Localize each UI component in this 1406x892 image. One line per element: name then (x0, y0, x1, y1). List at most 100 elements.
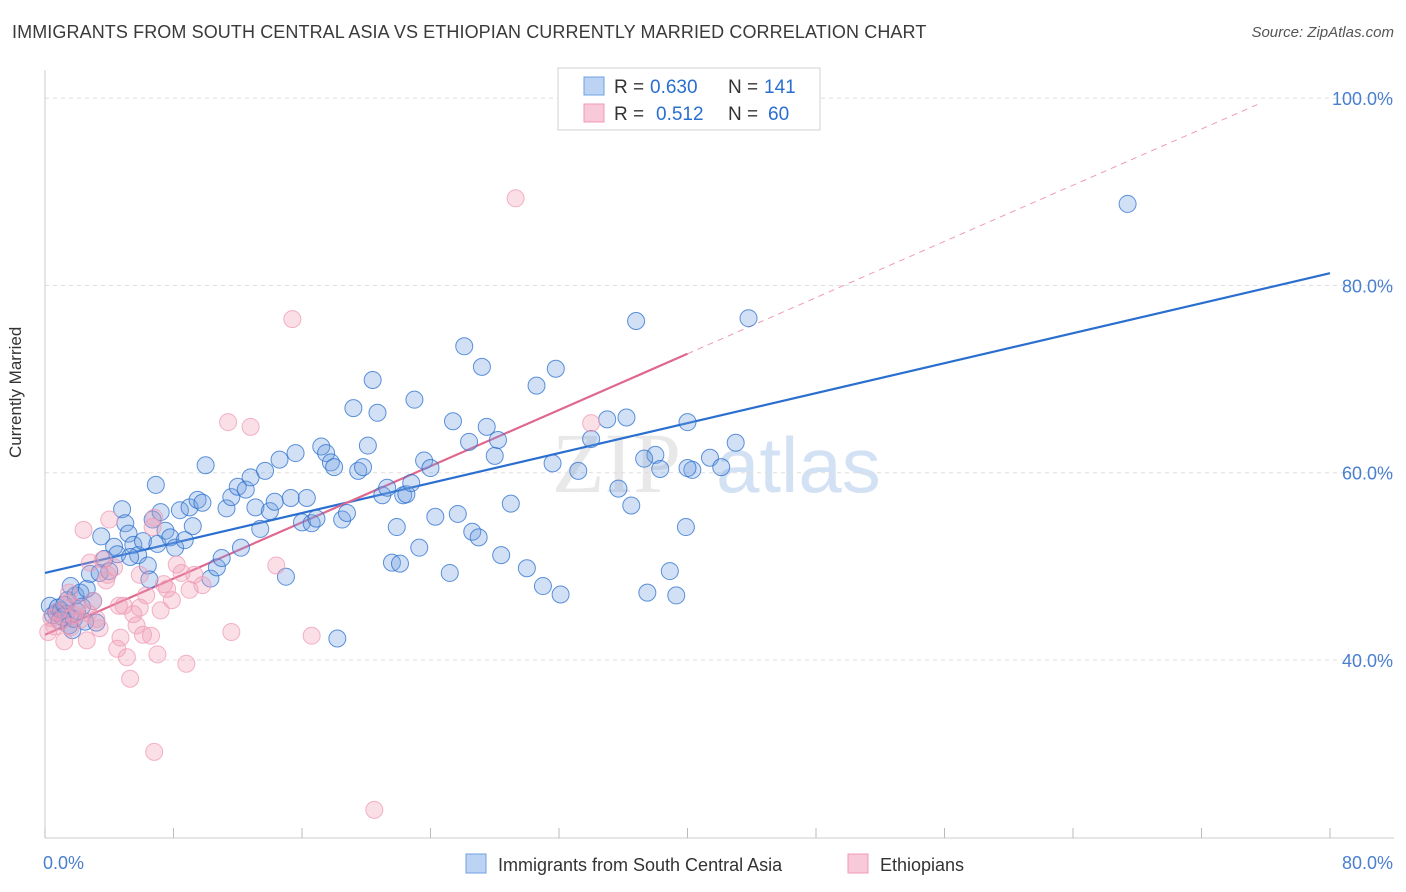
south-central-asia-point (358, 436, 377, 455)
south-central-asia-point (260, 502, 279, 521)
south-central-asia-point (421, 459, 440, 478)
south-central-asia-point (193, 493, 212, 512)
series-legend-blue-label: Immigrants from South Central Asia (498, 855, 783, 875)
y-tick-label: 40.0% (1342, 651, 1393, 671)
ethiopian-point (60, 583, 79, 602)
source-credit: Source: ZipAtlas.com (1251, 24, 1394, 41)
legend-pink-swatch (583, 103, 605, 123)
south-central-asia-point (426, 507, 445, 526)
legend-blue-swatch (583, 76, 605, 96)
ethiopian-point (90, 619, 109, 638)
ethiopian-point (98, 565, 117, 584)
series-legend-pink-label: Ethiopians (880, 855, 964, 875)
south-central-asia-point (368, 403, 387, 422)
south-central-asia-point (236, 480, 255, 499)
south-central-asia-point (440, 563, 459, 582)
ethiopian-point (167, 555, 186, 574)
ethiopian-point (100, 510, 119, 529)
legend-pink-r-label: R = (614, 104, 644, 125)
south-central-asia-point (638, 583, 657, 602)
south-central-asia-point (183, 517, 202, 536)
south-central-asia-point (1118, 194, 1137, 213)
south-central-asia-point (646, 445, 665, 464)
chart-title: IMMIGRANTS FROM SOUTH CENTRAL ASIA VS ET… (12, 22, 927, 42)
south-central-asia-point (212, 548, 231, 567)
south-central-asia-point (627, 312, 646, 331)
south-central-asia-point (119, 524, 138, 543)
south-central-asia-point (712, 458, 731, 477)
south-central-asia-point (485, 446, 504, 465)
x-tick-label: 0.0% (43, 853, 84, 873)
legend-blue-r-value: 0.630 (650, 77, 698, 98)
x-tick-label: 80.0% (1342, 853, 1393, 873)
ethiopian-point (117, 648, 136, 667)
south-central-asia-point (543, 454, 562, 473)
ethiopian-point (582, 414, 601, 433)
ethiopian-point (158, 579, 177, 598)
south-central-asia-point (307, 509, 326, 528)
south-central-asia-point (256, 461, 275, 480)
ethiopian-point (77, 631, 96, 650)
tick-labels: 40.0% 60.0% 80.0% 100.0% 0.0% 80.0% (43, 89, 1393, 873)
south-central-asia-point (582, 430, 601, 449)
south-central-asia-point (402, 474, 421, 493)
watermark-atlas: atlas (716, 421, 881, 509)
ethiopian-point (68, 598, 87, 617)
south-central-asia-point (175, 531, 194, 550)
ethiopian-point (109, 596, 128, 615)
ethiopian-point (177, 654, 196, 673)
south-central-asia-point (492, 546, 511, 565)
series-legend: Immigrants from South Central Asia Ethio… (465, 853, 964, 875)
ethiopian-point (222, 622, 241, 641)
axes (44, 70, 1394, 839)
south-central-asia-point (113, 500, 132, 519)
blue-trend-line (44, 272, 1331, 575)
series-ethiopians (39, 189, 601, 819)
y-tick-label: 100.0% (1332, 89, 1393, 109)
south-central-asia-point (455, 337, 474, 356)
south-central-asia-point (281, 489, 300, 508)
south-central-asia-point (146, 475, 165, 494)
ethiopian-point (145, 508, 164, 527)
south-central-asia-point (217, 499, 236, 518)
south-central-asia-point (609, 479, 628, 498)
south-central-asia-point (246, 498, 265, 517)
south-central-asia-point (410, 538, 429, 557)
south-central-asia-point (617, 408, 636, 427)
south-central-asia-point (660, 562, 679, 581)
legend-blue-n-value: 141 (764, 77, 796, 98)
ethiopian-point (241, 417, 260, 436)
y-tick-label: 80.0% (1342, 276, 1393, 296)
south-central-asia-point (297, 489, 316, 508)
south-central-asia-point (533, 577, 552, 596)
watermark: ZIP atlas (552, 415, 881, 511)
grid-lines (45, 97, 1394, 661)
south-central-asia-point (325, 458, 344, 477)
ethiopian-point (74, 520, 93, 539)
ethiopian-point (283, 310, 302, 329)
south-central-asia-point (501, 494, 520, 513)
watermark-zip: ZIP (552, 415, 681, 511)
south-central-asia-point (460, 432, 479, 451)
ethiopian-point (219, 413, 238, 432)
ethiopian-point (84, 592, 103, 611)
south-central-asia-point (635, 449, 654, 468)
ethiopian-point (45, 617, 64, 636)
south-central-asia-point (469, 528, 488, 547)
ethiopian-point (143, 518, 162, 537)
y-tick-label: 60.0% (1342, 464, 1393, 484)
south-central-asia-point (739, 309, 758, 328)
stats-legend: R = 0.630 N = 141 R = 0.512 N = 60 (557, 67, 821, 131)
ethiopian-point (79, 604, 98, 623)
south-central-asia-point (390, 554, 409, 573)
south-central-asia-point (726, 433, 745, 452)
south-central-asia-point (328, 629, 347, 648)
south-central-asia-point (546, 359, 565, 378)
south-central-asia-point (265, 492, 284, 511)
south-central-asia-point (622, 496, 641, 515)
south-central-asia-point (354, 458, 373, 477)
south-central-asia-point (415, 451, 434, 470)
ethiopian-point (61, 618, 80, 637)
legend-pink-r-value: 0.512 (656, 104, 704, 125)
